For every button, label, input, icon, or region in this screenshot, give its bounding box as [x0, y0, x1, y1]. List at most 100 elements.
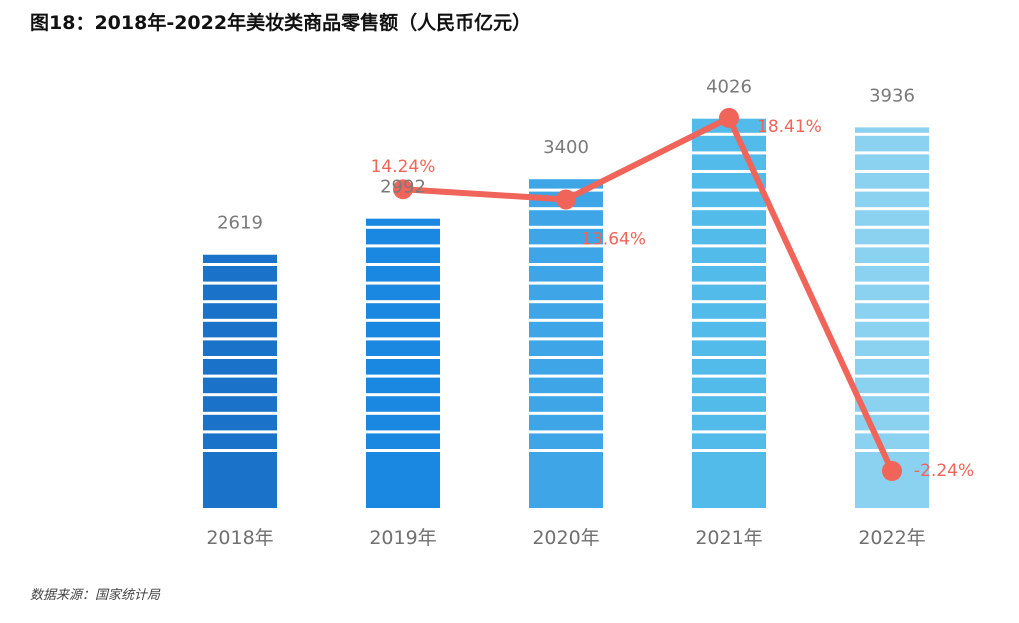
- bar-stripe: [692, 356, 766, 359]
- bar-stripe: [692, 188, 766, 192]
- bar-stripe: [366, 244, 440, 248]
- bar-stripe: [692, 430, 766, 434]
- growth-rate-label: -2.24%: [914, 461, 974, 481]
- bar-value-label: 4026: [706, 77, 752, 98]
- bar-stripe: [692, 318, 766, 322]
- bar-stripe: [529, 430, 603, 434]
- bar-stripe: [692, 170, 766, 173]
- bar-stripe: [203, 449, 277, 452]
- bar-stripe: [203, 318, 277, 322]
- bar-stripe: [855, 374, 929, 378]
- bar-value-label: 3936: [869, 85, 915, 106]
- bar-stripe: [529, 356, 603, 359]
- bar-2018年: [203, 254, 277, 508]
- bar-stripe: [855, 449, 929, 452]
- bar-stripe: [855, 188, 929, 192]
- bar-stripe: [529, 374, 603, 378]
- bar-stripe: [366, 318, 440, 322]
- growth-line: [402, 114, 895, 473]
- bar-stripe: [366, 356, 440, 359]
- growth-point: [393, 179, 413, 200]
- growth-rate-label: 14.24%: [371, 157, 436, 177]
- bar-stripe: [692, 449, 766, 452]
- x-tick-label: 2022年: [858, 527, 925, 549]
- chart-title: 图18：2018年-2022年美妆类商品零售额（人民币亿元）: [30, 12, 532, 34]
- bar-stripe: [203, 300, 277, 304]
- growth-line-layer: [393, 107, 902, 482]
- bar-stripe: [203, 430, 277, 434]
- bar-stripe: [366, 374, 440, 378]
- x-tick-label: 2021年: [695, 527, 762, 549]
- bar-value-label: 2992: [380, 177, 426, 198]
- bar-stripe: [855, 318, 929, 322]
- bar-stripe: [366, 337, 440, 341]
- bars-layer: [203, 118, 929, 509]
- bar-stripe: [855, 132, 929, 136]
- x-tick-label: 2019年: [369, 527, 436, 549]
- bar-stripe: [855, 393, 929, 397]
- bar-stripe: [692, 263, 766, 266]
- bar-stripe: [203, 263, 277, 266]
- bar-stripe: [529, 318, 603, 322]
- bar-stripe: [855, 356, 929, 359]
- bar-stripe: [692, 132, 766, 136]
- bar-stripe: [855, 207, 929, 211]
- source-note: 数据来源：国家统计局: [30, 588, 161, 603]
- bar-stripe: [366, 300, 440, 304]
- bar-stripe: [366, 449, 440, 452]
- growth-point: [556, 189, 576, 210]
- bar-stripe: [366, 263, 440, 266]
- bar-stripe: [692, 411, 766, 415]
- bar-stripe: [366, 225, 440, 229]
- x-tick-label: 2018年: [206, 527, 273, 549]
- bar-stripe: [692, 225, 766, 229]
- bar-2019年: [366, 218, 440, 509]
- bar-stripe: [855, 225, 929, 229]
- bar-stripe: [366, 281, 440, 285]
- bar-stripe: [692, 207, 766, 211]
- bar-stripe: [855, 411, 929, 415]
- bar-stripe: [855, 244, 929, 248]
- bar-stripe: [692, 300, 766, 304]
- growth-point: [882, 461, 902, 482]
- bar-stripe: [529, 281, 603, 285]
- labels-layer: 2619 2018年 2992 2019年 3400 2020年 4026 2021年 3936…: [206, 77, 974, 549]
- bar-stripe: [366, 393, 440, 397]
- bar-2021年: [692, 118, 766, 509]
- bar-stripe: [692, 337, 766, 341]
- bar-stripe: [529, 225, 603, 229]
- growth-rate-label: 18.41%: [757, 117, 822, 137]
- bar-stripe: [529, 337, 603, 341]
- bar-stripe: [203, 337, 277, 341]
- x-tick-label: 2020年: [532, 527, 599, 549]
- bar-stripe: [855, 337, 929, 341]
- bar-stripe: [855, 281, 929, 285]
- growth-point: [719, 107, 739, 128]
- bar-stripe: [366, 411, 440, 415]
- bar-stripe: [855, 170, 929, 173]
- bar-stripe: [529, 263, 603, 266]
- bar-stripe: [855, 300, 929, 304]
- bar-stripe: [203, 374, 277, 378]
- bar-stripe: [529, 244, 603, 248]
- growth-rate-label: 13.64%: [581, 229, 646, 249]
- bar-stripe: [855, 151, 929, 155]
- bar-stripe: [529, 300, 603, 304]
- bar-stripe: [529, 449, 603, 452]
- bar-2020年: [529, 179, 603, 508]
- bar-stripe: [203, 411, 277, 415]
- bar-value-label: 2619: [217, 213, 263, 234]
- bar-stripe: [692, 281, 766, 285]
- bar-value-label: 3400: [543, 137, 589, 158]
- bar-stripe: [529, 393, 603, 397]
- bar-stripe: [692, 374, 766, 378]
- bar-stripe: [203, 281, 277, 285]
- bar-stripe: [692, 244, 766, 248]
- bar-stripe: [203, 393, 277, 397]
- bar-stripe: [203, 356, 277, 359]
- bar-stripe: [692, 151, 766, 155]
- bar-stripe: [692, 393, 766, 397]
- bar-stripe: [855, 430, 929, 434]
- bar-stripe: [855, 263, 929, 266]
